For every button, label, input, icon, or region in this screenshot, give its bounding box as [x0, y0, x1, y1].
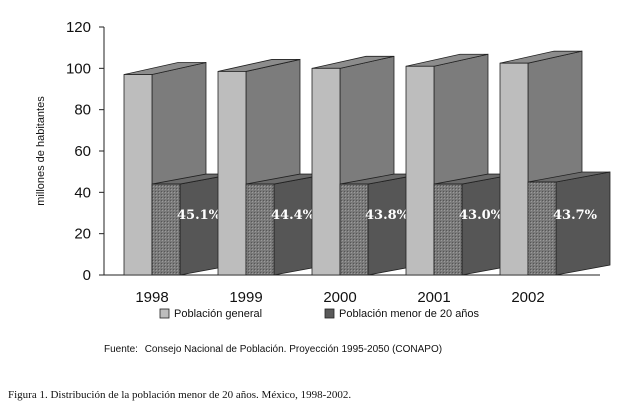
y-tick-label: 0: [83, 267, 91, 284]
legend-label-general: Población general: [174, 308, 262, 320]
legend-label-menor: Población menor de 20 años: [339, 308, 480, 320]
x-tick-label: 1999: [229, 289, 262, 306]
bar-general: [405, 65, 435, 276]
data-label-pct: 45.1%: [177, 208, 222, 223]
data-label-pct: 43.7%: [553, 208, 598, 223]
bar-menor: [527, 181, 557, 276]
bar-group-2001: 43.0%: [405, 53, 517, 276]
legend: Población general Población menor de 20 …: [159, 308, 480, 320]
source-label: Fuente:: [104, 344, 138, 355]
bar-group-2000: 43.8%: [311, 55, 423, 276]
legend-swatch-menor: [324, 308, 335, 319]
y-tick-label: 120: [66, 19, 91, 36]
bar-group-1999: 44.4%: [217, 58, 329, 276]
x-tick-label: 2001: [417, 289, 450, 306]
bar-general: [499, 62, 529, 276]
y-axis-label: millones de habitantes: [35, 96, 47, 206]
bar-menor: [245, 183, 275, 276]
x-tick-label: 2000: [323, 289, 356, 306]
bars: 45.1% 44.4% 43.8% 43.0% 43.7%: [123, 50, 611, 276]
x-tick-label: 2002: [511, 289, 544, 306]
bar-general: [123, 74, 153, 276]
bar-menor: [151, 183, 181, 276]
y-tick-label: 60: [74, 143, 91, 160]
bar-general: [311, 67, 341, 276]
bar-menor: [339, 183, 369, 276]
y-tick-label: 40: [74, 184, 91, 201]
data-label-pct: 43.8%: [365, 208, 410, 223]
x-tick-label: 1998: [135, 289, 168, 306]
data-label-pct: 43.0%: [459, 208, 504, 223]
y-tick-label: 20: [74, 226, 91, 243]
legend-swatch-general: [159, 308, 170, 319]
bar-menor-side: [555, 171, 611, 276]
y-tick-label: 80: [74, 102, 91, 119]
figure-caption: Figura 1. Distribución de la población m…: [8, 389, 351, 401]
bar-general: [217, 71, 247, 276]
data-label-pct: 44.4%: [271, 208, 316, 223]
bar-menor: [433, 183, 463, 276]
source-note: Fuente: Consejo Nacional de Población. P…: [104, 344, 442, 355]
source-text: Consejo Nacional de Población. Proyecció…: [145, 344, 442, 355]
bar-group-1998: 45.1%: [123, 62, 235, 276]
y-tick-labels: 0 20 40 60 80 100 120: [66, 19, 104, 284]
category-labels: 1998 1999 2000 2001 2002: [135, 289, 544, 306]
bar-group-2002: 43.7%: [499, 50, 611, 276]
y-tick-label: 100: [66, 60, 91, 77]
